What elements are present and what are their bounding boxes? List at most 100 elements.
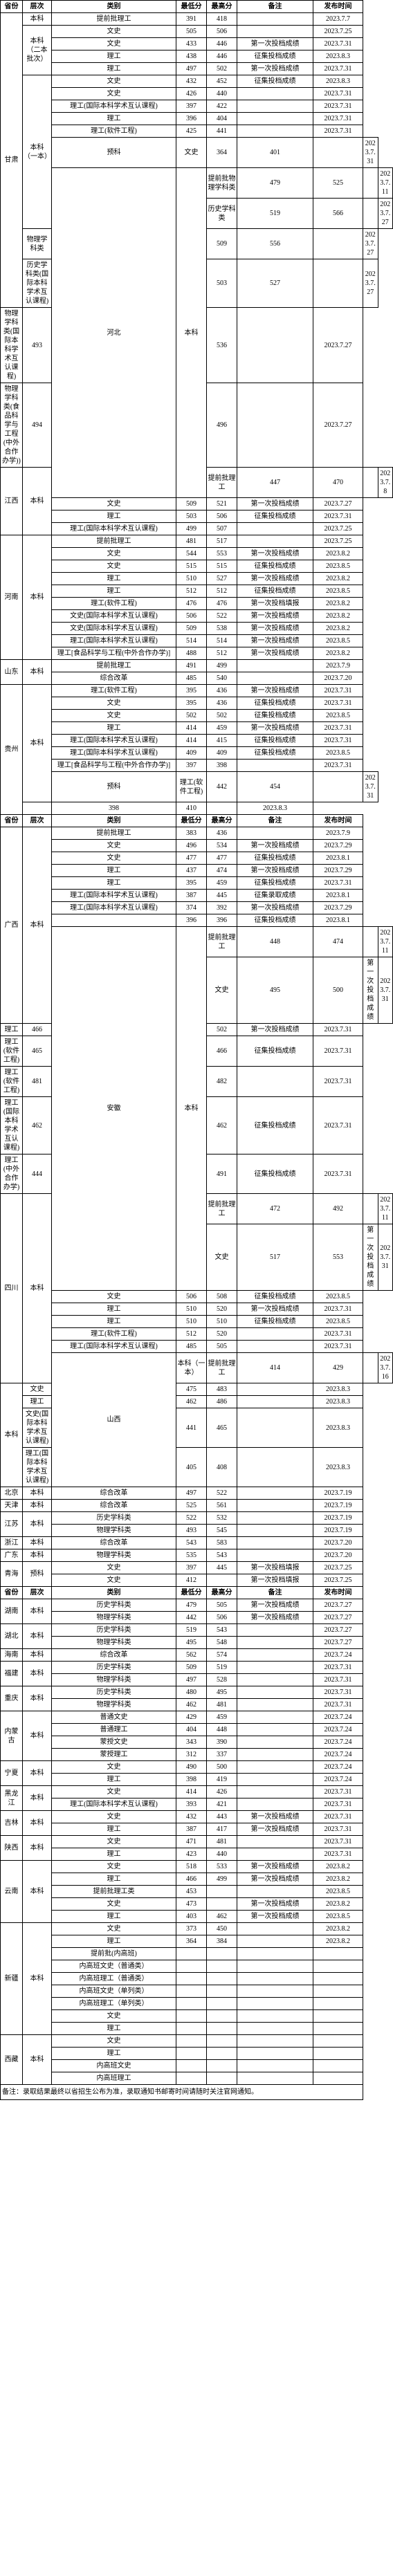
min-score-cell: 391	[176, 13, 207, 26]
min-score-cell: 477	[176, 852, 207, 865]
level-cell: 本科	[23, 660, 52, 685]
level-cell: 本科（一本）	[176, 1353, 207, 1383]
date-cell: 2023.8.2	[313, 573, 363, 585]
note-cell: 征集投档成绩	[237, 697, 313, 710]
max-score-cell: 398	[207, 760, 237, 772]
min-score-cell: 479	[237, 168, 313, 199]
level-cell: 本科	[23, 685, 52, 802]
note-cell: 第一次投档成绩	[237, 1024, 313, 1036]
max-score-cell: 506	[207, 26, 237, 38]
province-cell: 重庆	[1, 1686, 23, 1711]
note-cell	[237, 1774, 313, 1786]
max-score-cell: 401	[237, 138, 313, 168]
max-score-cell: 384	[207, 1935, 237, 1948]
date-cell: 2023.7.19	[313, 1487, 363, 1500]
category-cell: 文史	[207, 1224, 237, 1291]
min-score-cell: 509	[176, 498, 207, 510]
min-score-cell: 518	[176, 1861, 207, 1873]
note-cell: 征集投档成绩	[237, 852, 313, 865]
date-cell: 2023.7.29	[313, 840, 363, 852]
max-score-cell: 500	[207, 1761, 237, 1774]
header-level: 层次	[23, 1587, 52, 1599]
max-score-cell: 450	[207, 1923, 237, 1935]
max-score-cell: 527	[237, 259, 313, 308]
category-cell: 文史	[52, 840, 176, 852]
note-cell: 第一次投档成绩	[237, 63, 313, 75]
category-cell: 综合改革	[52, 1487, 176, 1500]
max-score-cell: 574	[207, 1649, 237, 1662]
category-cell: 文史	[52, 75, 176, 88]
category-cell: 文史	[52, 1898, 176, 1911]
max-score-cell: 470	[313, 468, 363, 498]
date-cell: 2023.7.31	[313, 1067, 363, 1097]
note-cell	[237, 1448, 313, 1487]
note-cell	[237, 535, 313, 548]
max-score-cell: 446	[207, 38, 237, 50]
note-cell	[237, 1798, 313, 1811]
note-cell: 征集投档成绩	[237, 1291, 313, 1303]
header-note: 备注	[237, 1, 313, 13]
max-score-cell: 556	[237, 229, 313, 259]
category-cell: 理工	[52, 2023, 176, 2035]
note-cell	[237, 88, 313, 100]
min-score-cell: 488	[176, 647, 207, 660]
min-score-cell: 475	[176, 1383, 207, 1396]
min-score-cell: 562	[176, 1649, 207, 1662]
min-score-cell: 442	[176, 1612, 207, 1624]
min-score-cell: 465	[23, 1036, 52, 1067]
max-score-cell: 476	[207, 598, 237, 610]
min-score-cell	[176, 1973, 207, 1985]
category-cell: 物理学科类	[23, 229, 52, 259]
note-cell	[237, 1923, 313, 1935]
max-score-cell: 466	[207, 1036, 237, 1067]
date-cell: 2023.8.3	[313, 1396, 363, 1408]
category-cell: 理工(国际本科学术互认课程)	[52, 747, 176, 760]
max-score-cell: 418	[207, 13, 237, 26]
min-score-cell: 497	[176, 1487, 207, 1500]
category-cell: 文史	[52, 88, 176, 100]
note-cell	[313, 772, 363, 802]
min-score-cell: 519	[176, 1624, 207, 1637]
category-cell: 历史学科类	[52, 1686, 176, 1699]
category-cell: 历史学科类	[52, 1624, 176, 1637]
date-cell: 2023.8.5	[313, 1886, 363, 1898]
min-score-cell: 505	[176, 26, 207, 38]
note-cell	[237, 2072, 313, 2085]
min-score-cell	[176, 1948, 207, 1960]
max-score-cell	[207, 1973, 237, 1985]
note-cell	[237, 1848, 313, 1861]
note-cell	[237, 308, 313, 383]
note-cell: 征集投档成绩	[237, 50, 313, 63]
header-date: 发布时间	[313, 1, 363, 13]
note-cell	[237, 1624, 313, 1637]
date-cell: 2023.7.31	[313, 1686, 363, 1699]
min-score-cell: 497	[176, 1674, 207, 1686]
date-cell: 2023.8.3	[313, 1383, 363, 1396]
min-score-cell: 485	[176, 1341, 207, 1353]
header-min: 最低分	[176, 815, 207, 827]
province-cell: 河北	[52, 168, 176, 498]
max-score-cell: 543	[207, 1624, 237, 1637]
note-cell: 征集投档成绩	[237, 710, 313, 722]
level-cell: 本科（一本）	[23, 75, 52, 229]
level-cell: 本科	[23, 1923, 52, 2035]
province-cell: 广东	[1, 1549, 23, 1562]
category-cell: 物理学科类	[52, 1699, 176, 1711]
date-cell: 2023.7.31	[313, 38, 363, 50]
max-score-cell: 505	[207, 1599, 237, 1612]
max-score-cell: 499	[207, 1873, 237, 1886]
category-cell: 文史	[23, 1383, 52, 1396]
note-cell: 第一次投档成绩	[237, 635, 313, 647]
min-score-cell: 509	[176, 623, 207, 635]
note-cell	[237, 2035, 313, 2048]
category-cell: 蒙授理工	[52, 1749, 176, 1761]
note-cell: 第一次投档填报	[237, 1574, 313, 1587]
date-cell: 2023.7.31	[313, 1798, 363, 1811]
max-score-cell: 553	[207, 548, 237, 560]
level-cell: 本科	[23, 468, 52, 535]
date-cell: 2023.8.5	[313, 710, 363, 722]
note-cell	[237, 1549, 313, 1562]
note-cell	[313, 138, 363, 168]
max-score-cell: 459	[207, 1711, 237, 1724]
note-cell: 第一次投档成绩	[237, 1811, 313, 1823]
